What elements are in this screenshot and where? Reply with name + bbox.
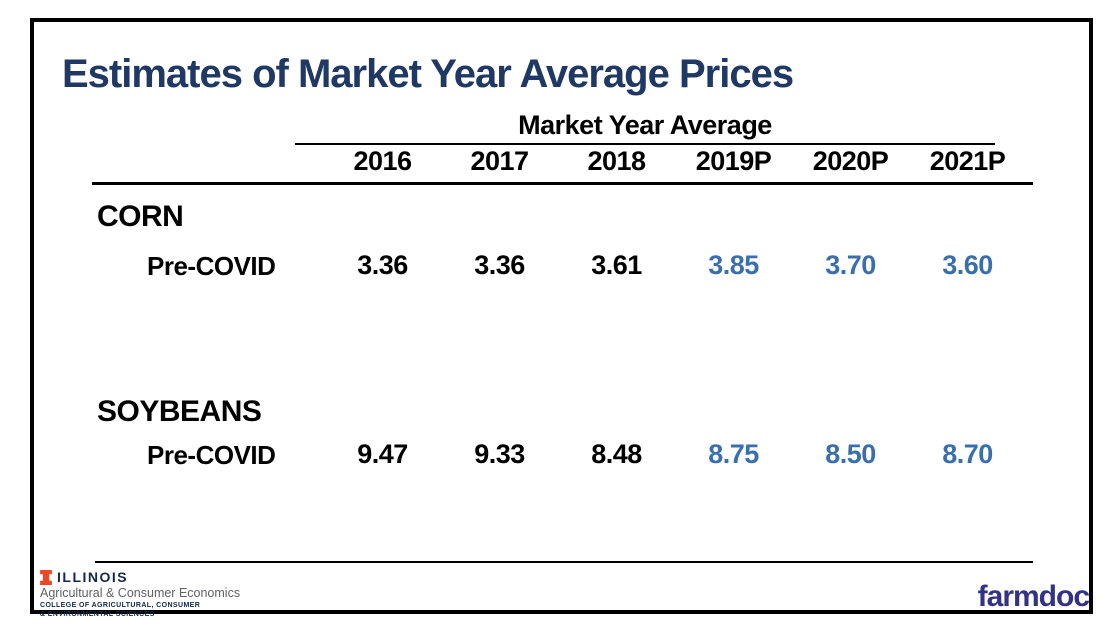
illinois-college-line2: & ENVIRONMENTAL SCIENCES — [40, 610, 155, 618]
block-i-icon — [40, 570, 52, 585]
corn-value-2018: 3.61 — [591, 250, 642, 280]
farmdoc-logo: farmdoc — [977, 580, 1090, 613]
row-label-corn-precovid: Pre-COVID — [147, 251, 276, 281]
row-label-soybeans-precovid: Pre-COVID — [147, 440, 276, 470]
section-label-soybeans: SOYBEANS — [97, 395, 262, 428]
footer-rule — [95, 561, 1033, 563]
corn-value-2019p: 3.85 — [708, 250, 759, 280]
soy-value-2021p: 8.70 — [942, 439, 993, 469]
corn-value-2017: 3.36 — [474, 250, 525, 280]
year-header-2018: 2018 — [587, 146, 646, 176]
corn-value-2020p: 3.70 — [825, 250, 876, 280]
slide: Estimates of Market Year Average Prices … — [30, 18, 1093, 618]
year-header-2021p: 2021P — [929, 146, 1006, 176]
table-group-header: Market Year Average — [518, 110, 772, 140]
illinois-wordmark: ILLINOIS — [57, 569, 129, 586]
soy-value-2016: 9.47 — [357, 439, 408, 469]
year-header-2020p: 2020P — [812, 146, 889, 176]
section-label-corn: CORN — [97, 200, 184, 233]
corn-value-2021p: 3.60 — [942, 250, 993, 280]
year-header-2016: 2016 — [353, 146, 412, 176]
header-rule-bottom — [92, 182, 1033, 185]
header-rule-top — [295, 143, 995, 145]
illinois-college-line1: COLLEGE OF AGRICULTURAL, CONSUMER — [40, 602, 201, 610]
illinois-unit-name: Agricultural & Consumer Economics — [40, 586, 241, 600]
year-header-2019p: 2019P — [695, 146, 772, 176]
corn-value-2016: 3.36 — [357, 250, 408, 280]
illinois-logo: ILLINOIS Agricultural & Consumer Economi… — [40, 570, 300, 620]
soy-value-2018: 8.48 — [591, 439, 642, 469]
soy-value-2020p: 8.50 — [825, 439, 876, 469]
soybeans-precovid-row: 9.47 9.33 8.48 8.75 8.50 8.70 — [324, 439, 1026, 470]
year-header-2017: 2017 — [470, 146, 529, 176]
corn-precovid-row: 3.36 3.36 3.61 3.85 3.70 3.60 — [324, 250, 1026, 281]
year-header-row: 2016 2017 2018 2019P 2020P 2021P — [324, 146, 1026, 177]
soy-value-2017: 9.33 — [474, 439, 525, 469]
soy-value-2019p: 8.75 — [708, 439, 759, 469]
page-title: Estimates of Market Year Average Prices — [62, 52, 794, 96]
